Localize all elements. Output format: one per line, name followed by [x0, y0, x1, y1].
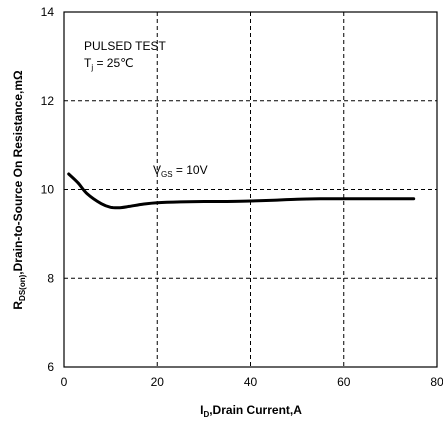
- y-tick-label: 12: [41, 94, 55, 108]
- x-tick-label: 40: [244, 375, 258, 389]
- x-tick-label: 0: [61, 375, 68, 389]
- tick-labels: 6 8 10 12 14 0 20 40 60 80: [41, 5, 443, 389]
- x-axis-label: ID,Drain Current,A: [200, 403, 302, 419]
- grid: [64, 12, 437, 367]
- x-tick-label: 80: [430, 375, 443, 389]
- series-line: [67, 172, 416, 210]
- y-tick-label: 10: [41, 183, 55, 197]
- x-tick-label: 60: [337, 375, 351, 389]
- y-axis-label: RDS(on),Drain-to-Source On Resistance,mΩ: [11, 70, 27, 310]
- y-tick-label: 6: [47, 360, 54, 374]
- y-tick-label: 8: [47, 271, 54, 285]
- x-tick-label: 20: [151, 375, 165, 389]
- annotation-tj: Tj = 25℃: [84, 56, 134, 72]
- plot-frame: [63, 11, 438, 368]
- y-tick-label: 14: [41, 5, 55, 19]
- annotation-vgs: VGS = 10V: [153, 163, 208, 179]
- annotation-test: PULSED TEST: [84, 39, 166, 53]
